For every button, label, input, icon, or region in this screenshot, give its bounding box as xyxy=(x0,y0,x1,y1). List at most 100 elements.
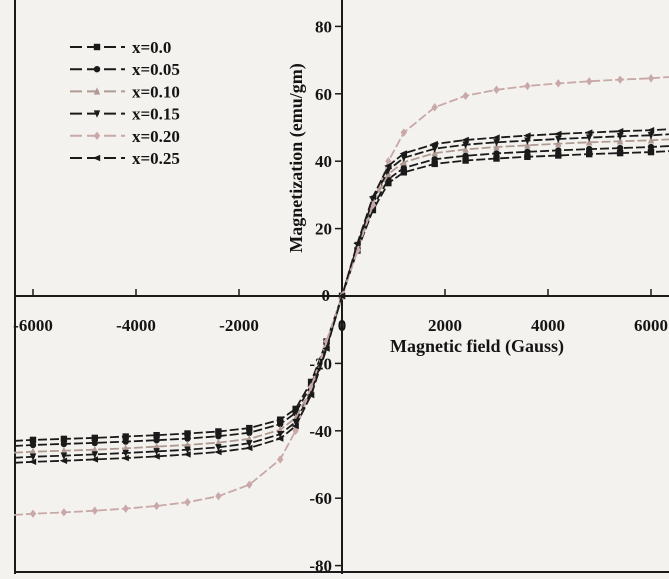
data-point xyxy=(647,143,655,151)
data-point xyxy=(554,130,562,138)
data-point xyxy=(461,136,469,144)
data-point xyxy=(585,129,593,136)
data-point xyxy=(615,128,624,135)
y-tick-label: -20 xyxy=(309,354,332,373)
data-point xyxy=(385,166,392,175)
data-point xyxy=(291,422,299,430)
legend-label: x=0.05 xyxy=(132,60,180,79)
data-point xyxy=(616,144,624,152)
data-point xyxy=(91,439,99,447)
data-point xyxy=(215,444,222,452)
data-point xyxy=(122,433,129,440)
data-point xyxy=(492,134,500,141)
data-point xyxy=(215,432,222,440)
data-point xyxy=(646,126,655,134)
data-point xyxy=(91,451,98,459)
data-point xyxy=(214,448,222,456)
data-point xyxy=(306,391,315,399)
y-tick-label: 60 xyxy=(315,85,332,104)
y-tick-label: 0 xyxy=(322,286,331,305)
legend-marker xyxy=(93,66,101,73)
data-point xyxy=(90,456,98,463)
series-layer xyxy=(13,74,669,518)
data-point xyxy=(493,139,500,147)
legend-marker xyxy=(93,131,101,140)
data-point xyxy=(322,345,330,352)
data-point xyxy=(400,128,407,137)
data-point xyxy=(153,437,160,444)
series-x=0.25 xyxy=(13,126,669,466)
data-point xyxy=(91,445,98,453)
data-point xyxy=(60,508,68,517)
data-point xyxy=(246,480,253,489)
data-point xyxy=(246,429,253,437)
data-point xyxy=(524,81,531,91)
data-point xyxy=(60,440,68,448)
data-point xyxy=(368,193,377,201)
data-point xyxy=(91,506,98,515)
legend-entry: x=0.25 xyxy=(70,149,180,168)
legend-entry: x=0.0 xyxy=(70,38,171,57)
y-tick-label: 20 xyxy=(315,220,332,239)
data-point xyxy=(586,145,593,153)
data-point xyxy=(462,152,469,160)
x-tick-label: -2000 xyxy=(219,316,259,335)
data-point xyxy=(152,453,160,460)
data-point xyxy=(122,504,129,513)
data-point xyxy=(215,428,222,435)
y-tick-label: 80 xyxy=(315,17,332,36)
data-point xyxy=(555,147,562,154)
data-point xyxy=(555,139,562,147)
data-point xyxy=(276,435,284,442)
data-point xyxy=(292,418,299,427)
data-point xyxy=(184,446,191,454)
x-tick-label: -6000 xyxy=(13,316,53,335)
data-point xyxy=(122,438,129,445)
data-point xyxy=(493,155,500,162)
legend-label: x=0.20 xyxy=(132,127,180,146)
legend-entry: x=0.15 xyxy=(70,105,180,124)
legend-label: x=0.15 xyxy=(132,105,180,124)
data-point xyxy=(184,440,191,449)
data-point xyxy=(430,140,438,148)
data-point xyxy=(292,426,299,435)
x-tick-label: -4000 xyxy=(116,316,156,335)
data-point xyxy=(60,435,68,443)
y-tick-label: -40 xyxy=(309,422,332,441)
data-point xyxy=(184,435,191,442)
tick-labels: -6000 -4000 -2000 0 2000 4000 6000 -80 -60 -40 -20… xyxy=(13,17,668,575)
data-point xyxy=(616,133,624,141)
data-point xyxy=(524,148,531,155)
data-point xyxy=(524,141,531,149)
data-point xyxy=(277,416,284,423)
data-point xyxy=(647,74,655,83)
data-point xyxy=(122,449,129,458)
data-point xyxy=(215,438,222,446)
data-point xyxy=(60,452,68,460)
data-point xyxy=(647,132,655,140)
data-point xyxy=(586,134,593,142)
x-tick-label: 4000 xyxy=(531,316,565,335)
data-point xyxy=(385,157,392,166)
data-point xyxy=(385,179,392,187)
data-point xyxy=(586,77,593,86)
data-point xyxy=(399,150,407,157)
data-point xyxy=(462,141,469,149)
data-point xyxy=(183,451,191,458)
data-point xyxy=(29,453,37,461)
data-point xyxy=(153,501,160,511)
data-point xyxy=(555,152,562,159)
data-point xyxy=(493,142,500,151)
data-point xyxy=(277,455,284,464)
data-point xyxy=(555,79,562,88)
series-line xyxy=(13,76,669,516)
data-point xyxy=(400,164,407,172)
data-point xyxy=(616,149,624,157)
data-point xyxy=(493,85,500,94)
data-point xyxy=(29,447,37,455)
data-point xyxy=(91,434,98,442)
legend-marker xyxy=(93,43,101,51)
